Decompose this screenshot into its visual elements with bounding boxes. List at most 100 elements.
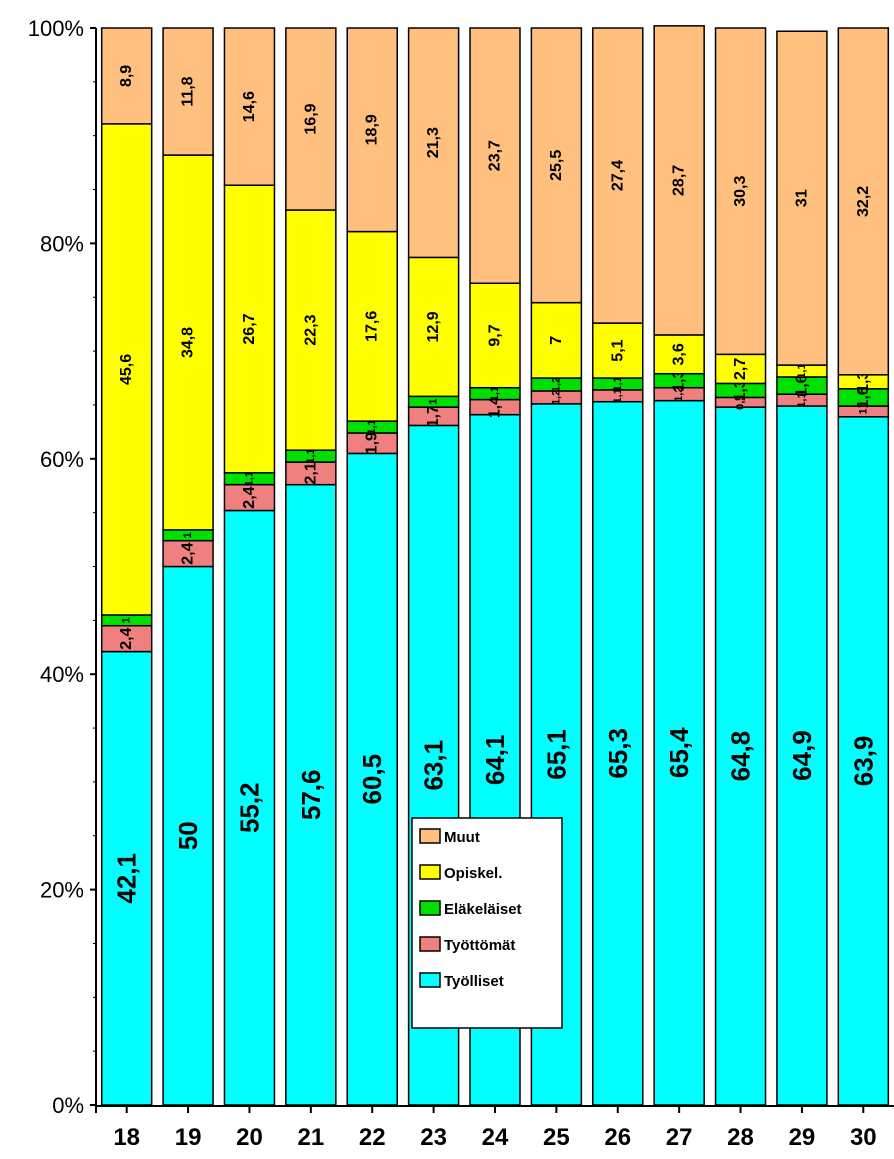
bar-segment <box>592 322 644 379</box>
data-label: 1,2 <box>550 390 562 405</box>
data-label: 26,7 <box>241 313 258 344</box>
legend-label: Muut <box>444 829 480 846</box>
data-label: 1,6 <box>855 386 872 408</box>
bar-segment <box>469 282 521 389</box>
x-tick-label: 18 <box>113 1124 140 1151</box>
bar-segment <box>592 27 644 324</box>
data-label: 22,3 <box>302 314 319 345</box>
legend-swatch <box>419 972 441 988</box>
data-label: 1,1 <box>796 392 808 407</box>
x-tick-label: 24 <box>482 1124 509 1151</box>
data-label: 18,9 <box>364 114 381 145</box>
bar-segment <box>714 27 767 356</box>
data-label: 65,1 <box>541 729 571 780</box>
legend-swatch <box>419 828 441 844</box>
bar-segment <box>346 27 398 233</box>
data-label: 1,4 <box>487 396 504 418</box>
data-label: 2,4 <box>241 486 258 508</box>
data-label: 1,2 <box>673 387 685 402</box>
data-label: 5,1 <box>609 339 626 361</box>
bar-segment <box>714 406 767 1106</box>
data-label: 1,1 <box>243 471 255 486</box>
data-label: 1,3 <box>855 371 872 393</box>
data-label: 7 <box>548 336 565 345</box>
data-label: 64,1 <box>480 735 510 786</box>
data-label: 64,8 <box>726 731 756 782</box>
bar-segment <box>653 334 705 375</box>
bar-segment <box>100 650 153 1106</box>
data-label: 1 <box>857 408 869 414</box>
x-tick-label: 25 <box>543 1124 570 1151</box>
bar-segment <box>285 209 337 451</box>
y-tick-label: 20% <box>40 878 84 903</box>
bar-segment <box>407 27 460 259</box>
bar-segment <box>407 256 460 398</box>
y-tick-label: 80% <box>40 231 84 256</box>
legend-swatch <box>419 936 441 952</box>
bar-segment <box>223 509 276 1106</box>
data-label: 1 <box>121 617 133 623</box>
data-label: 31 <box>793 189 810 207</box>
x-tick-label: 30 <box>850 1124 877 1151</box>
data-label: 3,6 <box>671 343 688 365</box>
data-label: 64,9 <box>787 730 817 781</box>
bar-segment <box>100 27 153 125</box>
data-label: 9,7 <box>487 324 504 346</box>
data-label: 57,6 <box>296 770 326 821</box>
legend-swatch <box>419 900 441 916</box>
bar-segment <box>530 27 583 304</box>
legend-swatch <box>419 864 441 880</box>
data-label: 1,1 <box>612 376 624 391</box>
y-tick-label: 60% <box>40 447 84 472</box>
data-label: 1,3 <box>732 379 749 401</box>
data-label: 12,9 <box>425 311 442 342</box>
data-label: 65,4 <box>664 727 694 778</box>
legend-label: Eläkeläiset <box>444 901 522 918</box>
x-tick-label: 19 <box>175 1124 202 1151</box>
x-tick-label: 27 <box>666 1124 693 1151</box>
data-label: 60,5 <box>357 754 387 805</box>
data-label: 65,3 <box>603 728 633 779</box>
data-label: 27,4 <box>609 160 626 191</box>
bar-segment <box>776 30 828 366</box>
data-label: 28,7 <box>671 165 688 196</box>
y-tick-label: 40% <box>40 662 84 687</box>
data-label: 1,1 <box>612 388 624 403</box>
data-label: 8,9 <box>118 65 135 87</box>
bar-segment <box>100 624 153 653</box>
x-tick-label: 26 <box>604 1124 631 1151</box>
bar-segment <box>346 230 398 422</box>
legend-label: Työlliset <box>444 973 504 990</box>
y-tick-label: 0% <box>52 1093 84 1118</box>
legend-box <box>411 817 563 1029</box>
bar-segment <box>100 123 153 616</box>
data-label: 1 <box>428 399 440 405</box>
data-label: 1,1 <box>489 386 501 401</box>
data-label: 17,6 <box>364 311 381 342</box>
data-label: 25,5 <box>548 150 565 181</box>
bar-segment <box>469 27 521 284</box>
x-tick-label: 23 <box>420 1124 447 1151</box>
data-label: 23,7 <box>487 140 504 171</box>
data-label: 14,6 <box>241 91 258 122</box>
bar-segment <box>162 154 214 531</box>
x-tick-label: 29 <box>789 1124 816 1151</box>
legend-label: Työttömät <box>444 937 515 954</box>
bar-segment <box>530 301 583 379</box>
data-label: 21,3 <box>425 127 442 158</box>
bar-segment <box>653 25 705 336</box>
bar-segment <box>285 27 337 211</box>
bar-segment <box>162 27 214 156</box>
legend-label: Opiskel. <box>444 865 502 882</box>
data-label: 45,6 <box>118 354 135 385</box>
data-label: 1,1 <box>366 419 378 434</box>
data-label: 1,3 <box>671 369 688 391</box>
data-label: 0,9 <box>735 395 747 410</box>
data-label: 1,1 <box>796 363 808 378</box>
data-label: 63,9 <box>848 736 878 787</box>
bar-segment <box>653 399 705 1106</box>
bar-segment <box>223 184 276 474</box>
data-label: 1 <box>182 532 194 538</box>
bar-segment <box>162 539 214 568</box>
